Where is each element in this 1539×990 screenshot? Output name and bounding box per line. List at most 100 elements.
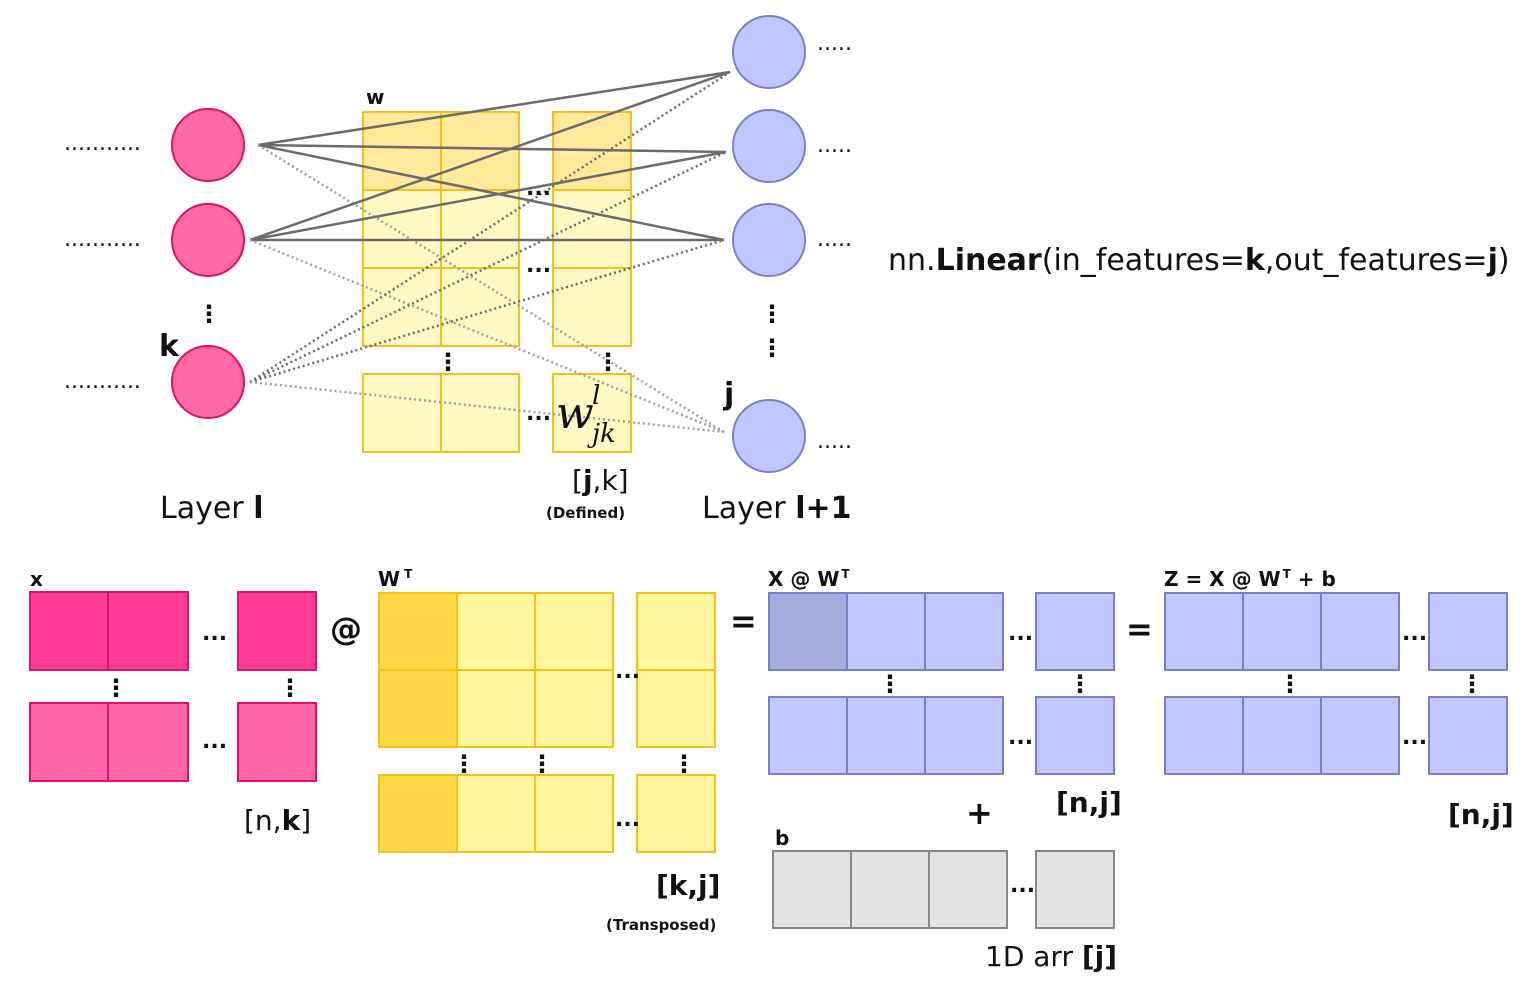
- layer-l-bold: l: [253, 491, 263, 526]
- z-cell: [1242, 696, 1322, 775]
- layer-l1-prefix: Layer: [702, 491, 795, 526]
- plus-operator: +: [966, 794, 993, 832]
- xw-ellipsis: ...: [1008, 621, 1033, 646]
- xw-title: X @ W: [768, 567, 839, 591]
- input-node: [171, 203, 245, 277]
- xw-cell: [768, 696, 848, 775]
- z-cell: [1428, 592, 1508, 671]
- z-ellipsis: ...: [1402, 725, 1427, 750]
- z-cell: [1320, 696, 1400, 775]
- xw-vertical-ellipsis: ⋮: [1068, 670, 1092, 698]
- w-label: w: [366, 85, 384, 109]
- xw-ellipsis: ...: [1008, 725, 1033, 750]
- bias-cell: [928, 850, 1008, 929]
- z-cell: [1242, 592, 1322, 671]
- wt-cell: [534, 774, 614, 853]
- equals-operator: =: [730, 602, 757, 640]
- ellipsis-left: ...........: [64, 131, 141, 156]
- weight-cell: [440, 267, 520, 347]
- x-matrix-title: x: [30, 567, 43, 591]
- weight-cell: [552, 373, 632, 453]
- grid-vertical-ellipsis: ⋮: [436, 348, 460, 376]
- x-cell: [29, 591, 109, 671]
- weight-cell: [362, 373, 442, 453]
- x-cell: [107, 591, 189, 671]
- bias-cell: [1035, 850, 1115, 929]
- bias-shape-prefix: 1D arr: [985, 940, 1082, 973]
- wt-cell: [636, 669, 716, 748]
- ellipsis-right: .....: [817, 133, 852, 158]
- z-ellipsis: ...: [1402, 621, 1427, 646]
- grid-ellipsis: ...: [526, 253, 551, 278]
- vertical-ellipsis-left: ⋮: [197, 300, 221, 328]
- shape-j: j: [582, 464, 593, 497]
- connection-line: [257, 143, 727, 154]
- ellipsis-left: ...........: [64, 369, 141, 394]
- ellipsis-right: .....: [817, 227, 852, 252]
- wt-ellipsis: ...: [615, 807, 640, 832]
- nn-linear-formula: nn.Linear(in_features=k,out_features=j): [888, 243, 1510, 278]
- vertical-ellipsis-right: ⋮: [760, 300, 784, 328]
- connection-line: [257, 70, 731, 147]
- layer-l-prefix: Layer: [160, 491, 253, 526]
- k-label: k: [159, 329, 180, 364]
- weight-cell: [552, 189, 632, 269]
- weight-cell: [362, 189, 442, 269]
- weight-symbol: w: [556, 388, 594, 439]
- weight-shape: [j,k]: [572, 464, 629, 497]
- output-node-j: [732, 399, 806, 473]
- formula-j: j: [1487, 243, 1498, 278]
- grid-ellipsis: ...: [526, 401, 551, 426]
- wt-vertical-ellipsis: ⋮: [672, 750, 696, 778]
- matrix-cells: [29, 591, 1508, 929]
- xw-cell: [924, 696, 1004, 775]
- wt-cell-first-col: [378, 774, 458, 853]
- grid-vertical-ellipsis: ⋮: [596, 348, 620, 376]
- wt-cell: [456, 669, 536, 748]
- x-cell: [107, 702, 189, 782]
- formula-part2: ,out_features=: [1265, 243, 1488, 278]
- wt-sup: T: [404, 567, 413, 581]
- x-shape-close: ]: [300, 804, 311, 837]
- vertical-ellipsis-right: ⋮: [760, 334, 784, 362]
- transposed-note: (Transposed): [606, 916, 716, 934]
- z-cell: [1320, 592, 1400, 671]
- weight-superscript: l: [592, 381, 600, 411]
- wt-cell: [456, 774, 536, 853]
- z-title-a: Z = X @ W: [1164, 567, 1281, 591]
- shape-open: [: [572, 464, 583, 497]
- xw-shape: [n,j]: [1056, 786, 1122, 819]
- grid-ellipsis: ...: [526, 176, 551, 201]
- z-cell: [1164, 696, 1244, 775]
- bias-cell: [850, 850, 930, 929]
- xw-cell: [1035, 592, 1115, 671]
- z-vertical-ellipsis: ⋮: [1460, 670, 1484, 698]
- xw-cell: [846, 592, 926, 671]
- x-ellipsis: ...: [202, 621, 227, 646]
- output-node: [732, 109, 806, 183]
- x-vertical-ellipsis: ⋮: [104, 674, 128, 702]
- formula-close: ): [1498, 243, 1510, 278]
- x-cell: [29, 702, 109, 782]
- connection-line-dotted: [257, 143, 725, 434]
- ellipsis-right: .....: [817, 31, 852, 56]
- x-shape-open: [n,: [244, 804, 282, 837]
- shape-rest: ,k]: [593, 464, 629, 497]
- xw-cell: [1035, 696, 1115, 775]
- bias-cell: [772, 850, 852, 929]
- wt-ellipsis: ...: [615, 659, 640, 684]
- xw-sup: T: [841, 567, 850, 581]
- weight-cell: [552, 267, 632, 347]
- layer-l1-bold: l+1: [795, 491, 851, 526]
- bias-shape: 1D arr [j]: [985, 940, 1117, 973]
- wt-cell: [636, 774, 716, 853]
- z-shape: [n,j]: [1448, 798, 1514, 831]
- weight-subscript: jk: [587, 419, 616, 449]
- xw-vertical-ellipsis: ⋮: [878, 670, 902, 698]
- connection-lines: [249, 70, 731, 434]
- ellipsis-right: .....: [817, 429, 852, 454]
- z-cell: [1428, 696, 1508, 775]
